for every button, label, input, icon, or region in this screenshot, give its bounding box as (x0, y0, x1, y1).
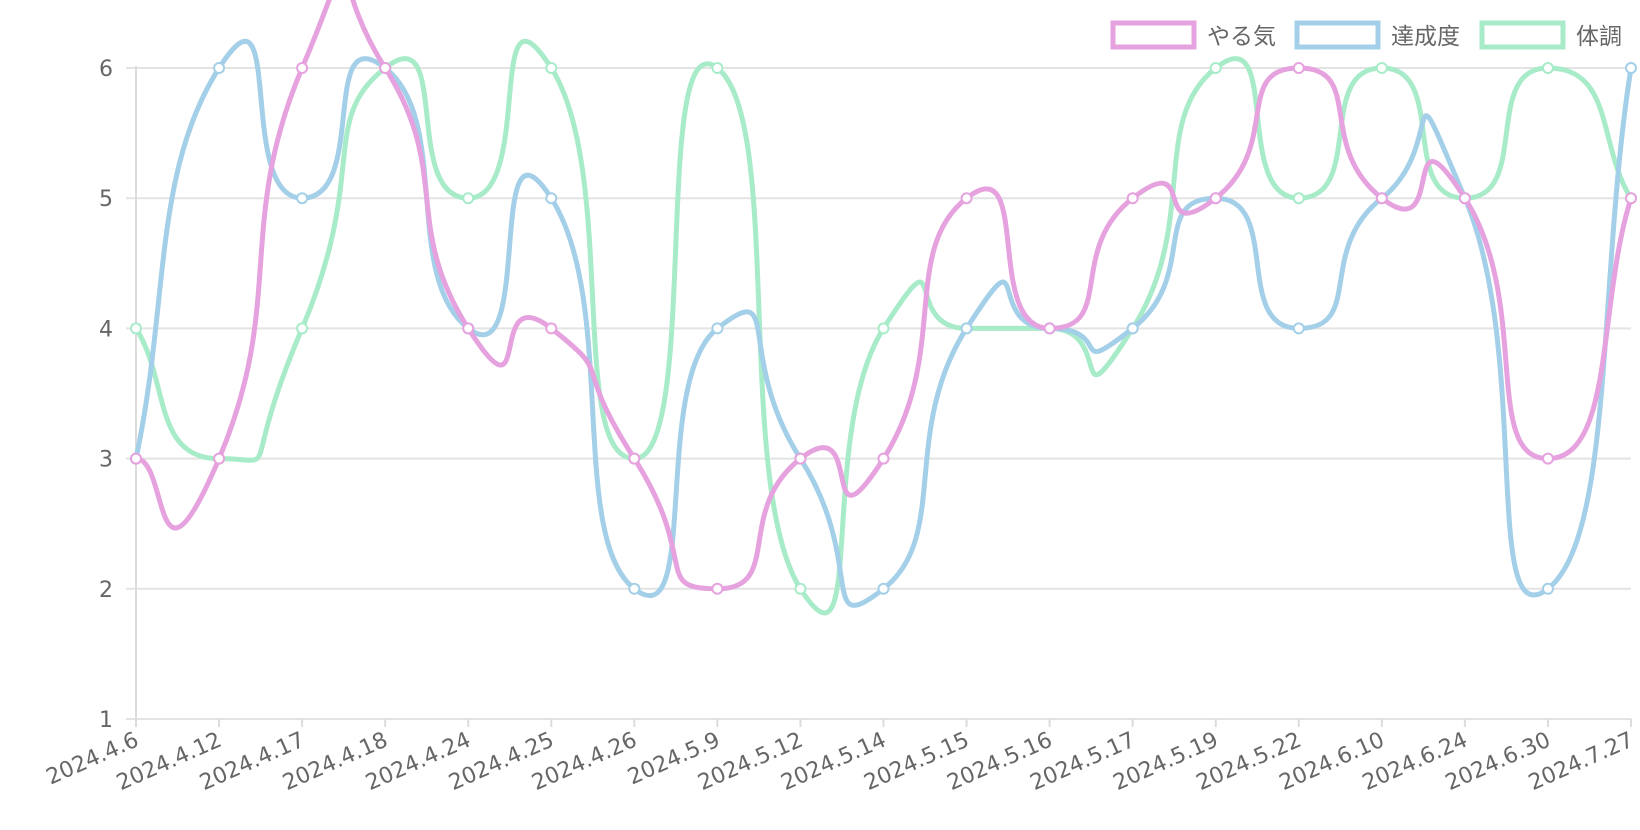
data-point[interactable] (1126, 192, 1139, 205)
data-point[interactable] (960, 322, 973, 335)
data-point[interactable] (628, 582, 641, 595)
legend-swatch (1479, 20, 1566, 50)
y-tick-label: 6 (99, 57, 113, 82)
data-point[interactable] (213, 452, 226, 465)
legend-item[interactable]: 達成度 (1294, 20, 1460, 50)
data-point[interactable] (960, 192, 973, 205)
data-point[interactable] (545, 322, 558, 335)
legend-label: 達成度 (1391, 24, 1460, 50)
y-axis: 1 2 3 4 5 6 (99, 57, 137, 733)
data-point[interactable] (1292, 192, 1305, 205)
data-point[interactable] (1458, 192, 1471, 205)
legend-item[interactable]: やる気 (1110, 20, 1276, 50)
data-point[interactable] (296, 192, 309, 205)
data-point[interactable] (877, 452, 890, 465)
series-line (133, 38, 1634, 608)
legend-item[interactable]: 体調 (1479, 20, 1622, 50)
legend-label: やる気 (1207, 24, 1276, 50)
data-point[interactable] (1209, 192, 1222, 205)
y-tick-label: 3 (99, 448, 113, 473)
series-line (133, 0, 1634, 592)
y-tick-label: 1 (99, 708, 113, 733)
y-tick-label: 5 (99, 187, 113, 212)
data-point[interactable] (711, 322, 724, 335)
data-point[interactable] (1541, 62, 1554, 74)
data-point[interactable] (628, 452, 641, 465)
data-point[interactable] (711, 582, 724, 595)
data-point[interactable] (1126, 322, 1139, 335)
data-point[interactable] (130, 452, 142, 465)
data-point[interactable] (379, 62, 392, 74)
y-tick-label: 4 (99, 317, 113, 342)
data-point[interactable] (296, 62, 309, 74)
series-group (130, 38, 1637, 616)
data-point[interactable] (711, 62, 724, 74)
data-point[interactable] (1292, 62, 1305, 74)
data-point[interactable] (130, 322, 142, 335)
data-point[interactable] (462, 192, 475, 205)
data-point[interactable] (1043, 322, 1056, 335)
legend-swatch (1294, 20, 1381, 50)
series-line (133, 38, 1634, 616)
data-point[interactable] (1292, 322, 1305, 335)
data-point[interactable] (1375, 62, 1388, 74)
data-point[interactable] (877, 322, 890, 335)
data-point[interactable] (1209, 62, 1222, 74)
data-point[interactable] (794, 452, 807, 465)
data-point[interactable] (296, 322, 309, 335)
data-point[interactable] (794, 582, 807, 595)
y-tick-label: 2 (99, 578, 113, 603)
data-point[interactable] (1541, 452, 1554, 465)
data-point[interactable] (1375, 192, 1388, 205)
series-group (130, 0, 1637, 595)
legend-label: 体調 (1576, 24, 1622, 50)
data-point[interactable] (213, 62, 226, 74)
data-point[interactable] (1625, 62, 1637, 74)
legend: やる気 達成度 体調 (1110, 20, 1622, 50)
grid-layer (126, 67, 1631, 720)
data-point[interactable] (545, 192, 558, 205)
data-point[interactable] (545, 62, 558, 74)
x-axis: 2024.4.62024.4.122024.4.172024.4.182024.… (43, 719, 1637, 796)
data-point[interactable] (1625, 192, 1637, 205)
data-point[interactable] (1541, 582, 1554, 595)
series-layer (130, 0, 1637, 616)
legend-swatch (1110, 20, 1197, 50)
data-point[interactable] (462, 322, 475, 335)
data-point[interactable] (877, 582, 890, 595)
